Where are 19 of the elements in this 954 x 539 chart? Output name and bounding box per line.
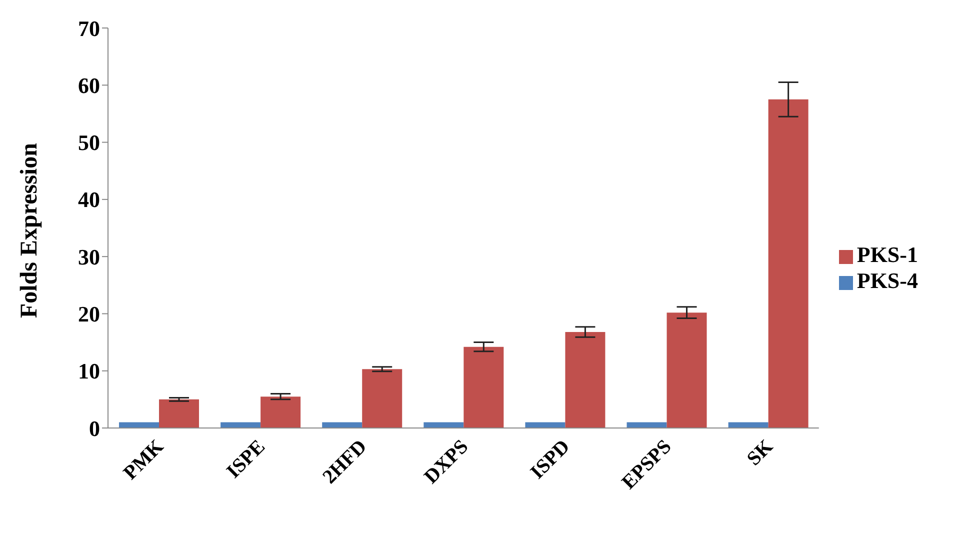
y-tick-label: 60 [78,72,100,98]
bar [565,332,606,428]
y-tick-label: 0 [89,416,100,441]
y-axis-title: Folds Expression [16,143,43,318]
x-tick-label: SK [742,435,778,470]
bar [666,312,707,428]
y-tick-label: 50 [78,130,100,156]
y-tick-label: 40 [78,187,100,212]
bar [260,396,301,428]
bar [159,399,199,428]
bar [362,369,402,428]
legend-label: PKS-4 [856,268,918,293]
bar [768,99,808,428]
legend-label: PKS-1 [856,242,918,267]
y-tick-label: 30 [78,244,100,270]
y-tick-label: 70 [78,16,100,41]
bar [464,346,504,428]
y-tick-label: 10 [78,358,100,384]
y-tick-label: 20 [78,302,100,327]
